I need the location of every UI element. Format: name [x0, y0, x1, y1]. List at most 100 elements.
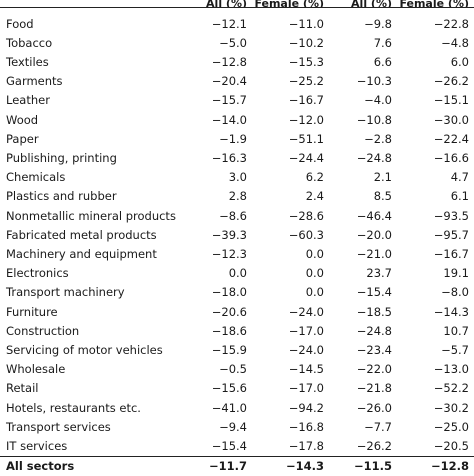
female-1-cell: −25.2 [252, 72, 329, 91]
female-1-cell: −11.0 [252, 15, 329, 34]
all-2-cell: −46.4 [329, 207, 397, 226]
table-row: Hotels, restaurants etc.−41.0−94.2−26.0−… [0, 399, 474, 418]
all-2-cell: −22.0 [329, 360, 397, 379]
all-2-cell: −4.0 [329, 91, 397, 110]
female-1-cell: −51.1 [252, 130, 329, 149]
female-2-cell: −16.6 [397, 149, 474, 168]
header-female-1: Female (%) [252, 0, 329, 8]
sector-cell: Paper [0, 130, 176, 149]
sector-cell: Publishing, printing [0, 149, 176, 168]
table-row: Food−12.1−11.0−9.8−22.8 [0, 15, 474, 34]
female-1-cell: −17.0 [252, 322, 329, 341]
all-2-cell: −15.4 [329, 283, 397, 302]
sector-cell: Garments [0, 72, 176, 91]
all-2-cell: −26.0 [329, 399, 397, 418]
all-1-cell: −9.4 [176, 418, 252, 437]
header-all-2: All (%) [329, 0, 397, 8]
female-1-cell: −60.3 [252, 226, 329, 245]
sector-cell: Transport machinery [0, 283, 176, 302]
table-header: All (%) Female (%) All (%) Female (%) [0, 0, 474, 15]
all-2-cell: 8.5 [329, 187, 397, 206]
sector-cell: Machinery and equipment [0, 245, 176, 264]
all-1-cell: −15.9 [176, 341, 252, 360]
all-1-cell: −0.5 [176, 360, 252, 379]
table-row: Publishing, printing−16.3−24.4−24.8−16.6 [0, 149, 474, 168]
female-2-cell: −16.7 [397, 245, 474, 264]
all-1-cell: 3.0 [176, 168, 252, 187]
female-1-cell: 0.0 [252, 283, 329, 302]
all-1-cell: −15.6 [176, 379, 252, 398]
female-2-cell: 19.1 [397, 264, 474, 283]
female-1-cell: −14.3 [252, 457, 329, 476]
female-1-cell: −16.7 [252, 91, 329, 110]
female-2-cell: −30.2 [397, 399, 474, 418]
all-1-cell: −12.3 [176, 245, 252, 264]
sector-cell: Fabricated metal products [0, 226, 176, 245]
all-1-cell: −1.9 [176, 130, 252, 149]
female-1-cell: −10.2 [252, 34, 329, 53]
female-1-cell: −12.0 [252, 111, 329, 130]
sector-cell: Tobacco [0, 34, 176, 53]
total-row: All sectors−11.7−14.3−11.5−12.8 [0, 457, 474, 476]
sector-cell: Textiles [0, 53, 176, 72]
table-row: Transport services−9.4−16.8−7.7−25.0 [0, 418, 474, 437]
female-1-cell: −15.3 [252, 53, 329, 72]
table-row: Garments−20.4−25.2−10.3−26.2 [0, 72, 474, 91]
female-2-cell: −26.2 [397, 72, 474, 91]
table-row: Fabricated metal products−39.3−60.3−20.0… [0, 226, 474, 245]
female-1-cell: −28.6 [252, 207, 329, 226]
table-row: Leather−15.7−16.7−4.0−15.1 [0, 91, 474, 110]
female-2-cell: 10.7 [397, 322, 474, 341]
all-1-cell: −20.4 [176, 72, 252, 91]
table-row: Nonmetallic mineral products−8.6−28.6−46… [0, 207, 474, 226]
all-2-cell: −11.5 [329, 457, 397, 476]
female-2-cell: −30.0 [397, 111, 474, 130]
female-2-cell: −93.5 [397, 207, 474, 226]
female-2-cell: −4.8 [397, 34, 474, 53]
all-2-cell: −26.2 [329, 437, 397, 457]
sector-cell: Plastics and rubber [0, 187, 176, 206]
all-1-cell: −12.1 [176, 15, 252, 34]
sector-cell: IT services [0, 437, 176, 457]
table-row: IT services−15.4−17.8−26.2−20.5 [0, 437, 474, 457]
female-2-cell: 6.0 [397, 53, 474, 72]
sector-cell: Transport services [0, 418, 176, 437]
sector-cell: Electronics [0, 264, 176, 283]
female-2-cell: 6.1 [397, 187, 474, 206]
all-1-cell: −15.4 [176, 437, 252, 457]
all-2-cell: 2.1 [329, 168, 397, 187]
female-1-cell: −24.0 [252, 303, 329, 322]
all-2-cell: 6.6 [329, 53, 397, 72]
table-row: Wood−14.0−12.0−10.8−30.0 [0, 111, 474, 130]
all-2-cell: 7.6 [329, 34, 397, 53]
table-row: Retail−15.6−17.0−21.8−52.2 [0, 379, 474, 398]
female-2-cell: −15.1 [397, 91, 474, 110]
female-1-cell: −17.0 [252, 379, 329, 398]
all-1-cell: −8.6 [176, 207, 252, 226]
female-2-cell: −22.4 [397, 130, 474, 149]
female-2-cell: −13.0 [397, 360, 474, 379]
table-row: Furniture−20.6−24.0−18.5−14.3 [0, 303, 474, 322]
all-1-cell: −41.0 [176, 399, 252, 418]
sector-cell: Construction [0, 322, 176, 341]
header-sector [0, 0, 176, 8]
all-2-cell: −2.8 [329, 130, 397, 149]
female-1-cell: −14.5 [252, 360, 329, 379]
female-2-cell: −14.3 [397, 303, 474, 322]
female-1-cell: −24.0 [252, 341, 329, 360]
female-2-cell: −25.0 [397, 418, 474, 437]
all-2-cell: −24.8 [329, 149, 397, 168]
female-1-cell: −24.4 [252, 149, 329, 168]
all-2-cell: −9.8 [329, 15, 397, 34]
header-all-1: All (%) [176, 0, 252, 8]
female-1-cell: −16.8 [252, 418, 329, 437]
all-2-cell: −21.0 [329, 245, 397, 264]
